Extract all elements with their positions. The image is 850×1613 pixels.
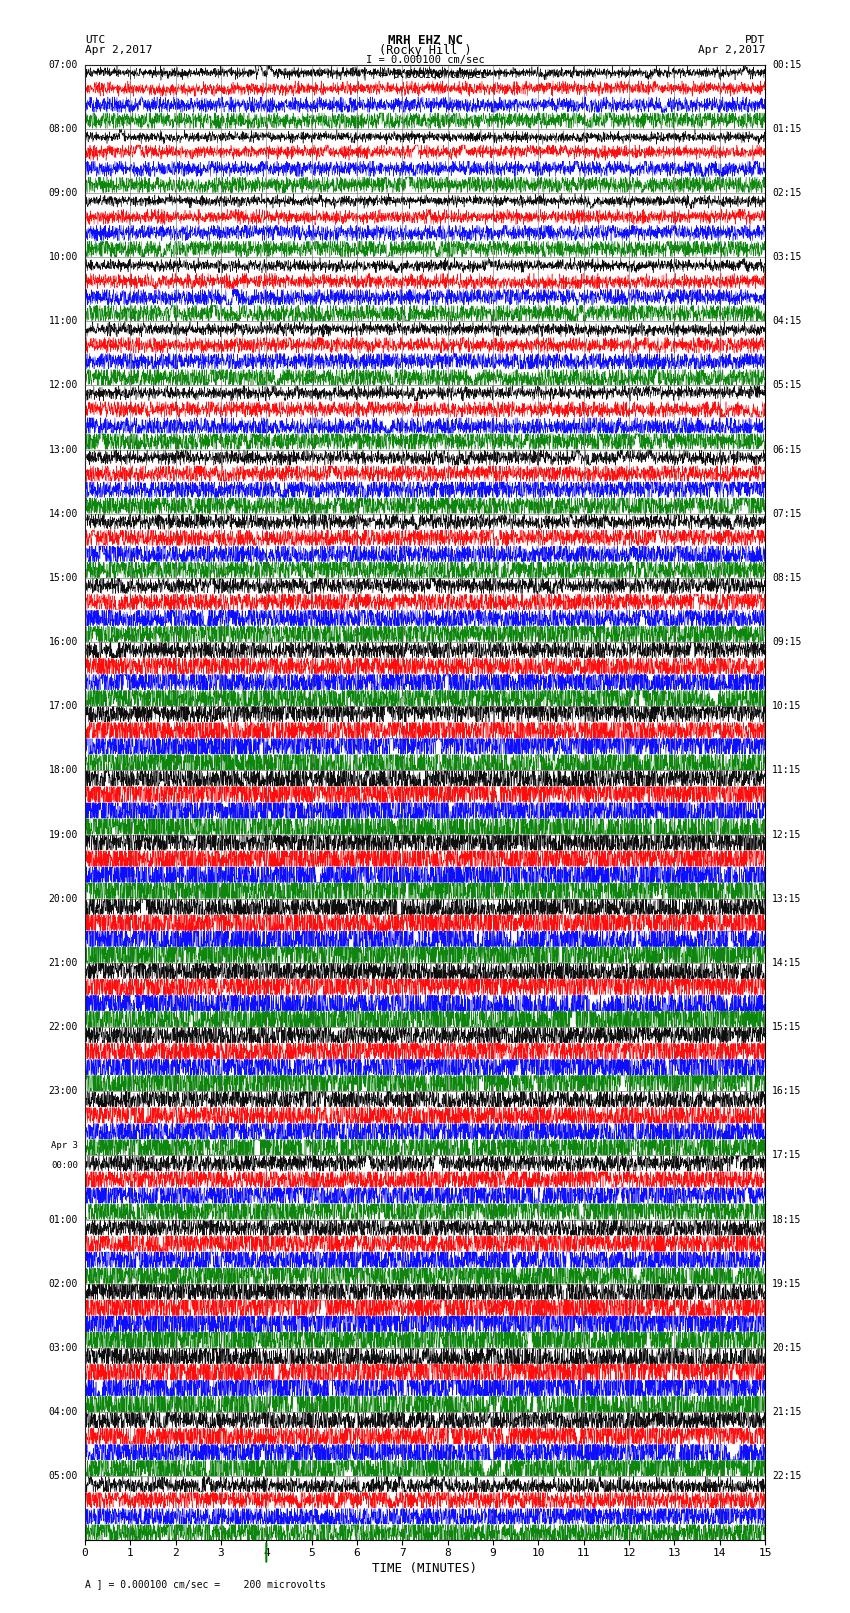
- Text: Apr 3: Apr 3: [51, 1140, 78, 1150]
- Text: 23:00: 23:00: [48, 1086, 78, 1097]
- Text: 00:00: 00:00: [51, 1161, 78, 1169]
- Text: 19:15: 19:15: [772, 1279, 802, 1289]
- Text: 05:15: 05:15: [772, 381, 802, 390]
- Text: 14:00: 14:00: [48, 508, 78, 519]
- Text: 14:15: 14:15: [772, 958, 802, 968]
- Text: 20:00: 20:00: [48, 894, 78, 903]
- Text: 21:00: 21:00: [48, 958, 78, 968]
- Text: 09:00: 09:00: [48, 187, 78, 198]
- Text: 22:15: 22:15: [772, 1471, 802, 1481]
- Text: 22:00: 22:00: [48, 1023, 78, 1032]
- Text: 15:15: 15:15: [772, 1023, 802, 1032]
- Text: 01:15: 01:15: [772, 124, 802, 134]
- Text: 10:15: 10:15: [772, 702, 802, 711]
- Text: 16:15: 16:15: [772, 1086, 802, 1097]
- Text: 17:00: 17:00: [48, 702, 78, 711]
- Text: 17:15: 17:15: [772, 1150, 802, 1160]
- Text: 03:15: 03:15: [772, 252, 802, 261]
- Text: Apr 2,2017: Apr 2,2017: [85, 45, 152, 55]
- Text: I = 0.000100 cm/sec: I = 0.000100 cm/sec: [366, 55, 484, 65]
- Text: 13:00: 13:00: [48, 445, 78, 455]
- Text: 15:00: 15:00: [48, 573, 78, 582]
- Text: (Rocky Hill ): (Rocky Hill ): [379, 44, 471, 56]
- Text: 11:00: 11:00: [48, 316, 78, 326]
- Text: 12:15: 12:15: [772, 829, 802, 839]
- Text: 13:15: 13:15: [772, 894, 802, 903]
- Text: 04:00: 04:00: [48, 1407, 78, 1418]
- Text: 05:00: 05:00: [48, 1471, 78, 1481]
- Text: MRH EHZ NC: MRH EHZ NC: [388, 34, 462, 47]
- Text: 02:00: 02:00: [48, 1279, 78, 1289]
- Text: A ] = 0.000100 cm/sec =    200 microvolts: A ] = 0.000100 cm/sec = 200 microvolts: [85, 1579, 326, 1589]
- Text: 04:15: 04:15: [772, 316, 802, 326]
- Text: 01:00: 01:00: [48, 1215, 78, 1224]
- Text: 08:15: 08:15: [772, 573, 802, 582]
- Text: 16:00: 16:00: [48, 637, 78, 647]
- Text: 08:00: 08:00: [48, 124, 78, 134]
- Text: 00:15: 00:15: [772, 60, 802, 69]
- Text: 12:00: 12:00: [48, 381, 78, 390]
- Text: 10:00: 10:00: [48, 252, 78, 261]
- Text: 18:15: 18:15: [772, 1215, 802, 1224]
- Text: 03:00: 03:00: [48, 1344, 78, 1353]
- Text: 21:15: 21:15: [772, 1407, 802, 1418]
- Text: Apr 2,2017: Apr 2,2017: [698, 45, 765, 55]
- Text: 18:00: 18:00: [48, 766, 78, 776]
- Text: 20:15: 20:15: [772, 1344, 802, 1353]
- Text: 07:00: 07:00: [48, 60, 78, 69]
- Text: PDT: PDT: [745, 35, 765, 45]
- Text: 19:00: 19:00: [48, 829, 78, 839]
- Text: 07:15: 07:15: [772, 508, 802, 519]
- Text: 06:15: 06:15: [772, 445, 802, 455]
- Text: 02:15: 02:15: [772, 187, 802, 198]
- Text: 11:15: 11:15: [772, 766, 802, 776]
- Text: 09:15: 09:15: [772, 637, 802, 647]
- Text: UTC: UTC: [85, 35, 105, 45]
- X-axis label: TIME (MINUTES): TIME (MINUTES): [372, 1563, 478, 1576]
- Text: |  = 0.000100 cm/sec: | = 0.000100 cm/sec: [362, 69, 488, 81]
